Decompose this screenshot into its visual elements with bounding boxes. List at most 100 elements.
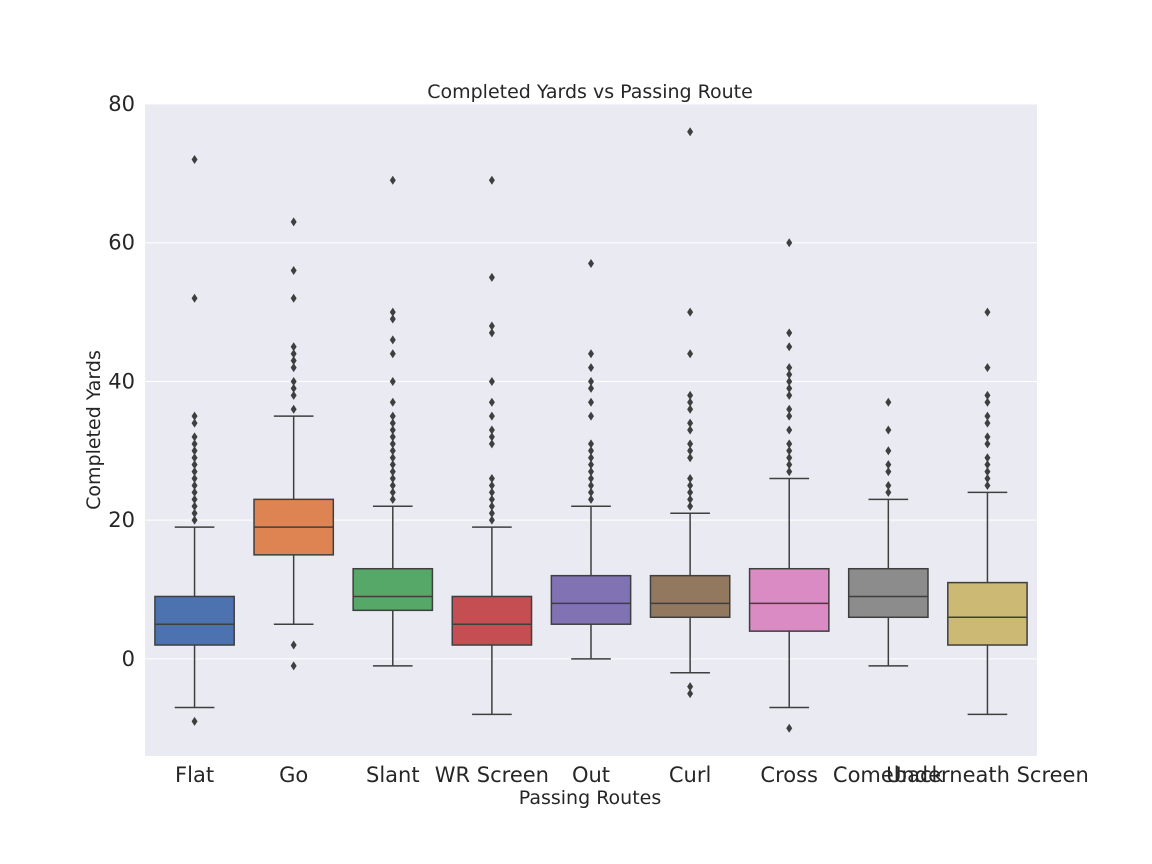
outlier-point	[290, 349, 297, 359]
outlier-point	[290, 390, 297, 400]
outlier-point	[588, 383, 594, 393]
outlier-point	[687, 439, 694, 449]
outlier-point	[687, 390, 694, 400]
outlier-point	[786, 723, 793, 733]
outlier-point	[389, 175, 396, 185]
outlier-point	[588, 439, 594, 449]
outlier-point	[488, 411, 495, 421]
iqr-box	[947, 581, 1028, 646]
outlier-point	[290, 383, 297, 393]
y-tick-label: 20	[108, 508, 135, 532]
outlier-point	[588, 480, 594, 490]
outlier-point	[191, 154, 198, 164]
outlier-point	[786, 390, 793, 400]
box-group	[550, 259, 632, 660]
x-tick-label: Curl	[669, 763, 711, 787]
box-group	[154, 154, 235, 726]
box-group	[451, 175, 533, 716]
box-group	[847, 397, 929, 667]
outlier-point	[984, 467, 991, 477]
outlier-point	[191, 293, 198, 303]
outlier-point	[389, 432, 396, 442]
outlier-point	[588, 363, 594, 373]
outlier-point	[786, 425, 793, 435]
outlier-point	[488, 494, 495, 504]
outlier-point	[984, 307, 991, 317]
outlier-point	[588, 467, 594, 477]
outlier-point	[488, 272, 495, 282]
outlier-point	[389, 335, 396, 345]
outlier-point	[389, 425, 396, 435]
y-tick-label: 0	[122, 647, 135, 671]
outlier-point	[290, 342, 297, 352]
box-group	[253, 217, 335, 671]
outlier-point	[687, 397, 694, 407]
x-tick-label: WR Screen	[435, 763, 549, 787]
outlier-point	[389, 314, 396, 324]
outlier-point	[687, 689, 694, 699]
outlier-point	[885, 446, 892, 456]
x-tick-label: Flat	[175, 763, 214, 787]
outlier-point	[885, 397, 892, 407]
outlier-point	[290, 640, 297, 650]
x-tick-label: Slant	[366, 763, 420, 787]
box-group	[748, 238, 830, 733]
outlier-point	[687, 487, 694, 497]
outlier-point	[389, 474, 396, 484]
outlier-point	[687, 418, 694, 428]
outlier-point	[389, 487, 396, 497]
outlier-point	[984, 363, 991, 373]
outlier-point	[786, 439, 793, 449]
outlier-point	[588, 376, 594, 386]
outlier-point	[588, 487, 594, 497]
outlier-point	[984, 474, 991, 484]
outlier-point	[786, 363, 793, 373]
chart-title: Completed Yards vs Passing Route	[427, 81, 753, 103]
outlier-point	[488, 487, 495, 497]
outlier-point	[488, 321, 495, 331]
outlier-point	[687, 307, 694, 317]
outlier-point	[687, 127, 694, 137]
outlier-point	[389, 376, 396, 386]
outlier-point	[687, 480, 694, 490]
outlier-point	[290, 661, 297, 671]
x-axis-ticks: Flat Go Slant WR Screen Out Curl Cross Comeback…	[175, 763, 1089, 787]
outlier-point	[588, 259, 594, 269]
x-tick-label: Cross	[760, 763, 818, 787]
outlier-point	[687, 494, 694, 504]
y-tick-label: 80	[108, 92, 135, 116]
outlier-point	[389, 453, 396, 463]
iqr-box	[748, 567, 830, 632]
outlier-point	[290, 356, 297, 366]
outlier-point	[290, 217, 297, 227]
outlier-point	[191, 716, 198, 726]
outlier-point	[191, 494, 198, 504]
outlier-point	[588, 474, 594, 484]
y-axis-ticks: 0 20 40 60 80	[108, 92, 135, 671]
outlier-point	[588, 411, 594, 421]
outlier-point	[488, 397, 495, 407]
y-tick-label: 60	[108, 231, 135, 255]
outlier-point	[488, 328, 495, 338]
outlier-point	[786, 404, 793, 414]
box-group	[649, 127, 731, 699]
outlier-point	[389, 418, 396, 428]
box-group	[352, 175, 434, 667]
outlier-point	[984, 418, 991, 428]
outlier-point	[687, 349, 694, 359]
outlier-point	[389, 446, 396, 456]
outlier-point	[984, 411, 991, 421]
outlier-point	[984, 460, 991, 470]
outlier-point	[191, 508, 198, 518]
x-axis-label: Passing Routes	[519, 787, 662, 809]
outlier-point	[191, 474, 198, 484]
outlier-point	[389, 397, 396, 407]
outlier-point	[588, 446, 594, 456]
outlier-point	[290, 293, 297, 303]
outlier-point	[885, 480, 892, 490]
outlier-point	[488, 480, 495, 490]
outlier-point	[588, 397, 594, 407]
iqr-box	[649, 574, 731, 619]
outlier-point	[191, 432, 198, 442]
